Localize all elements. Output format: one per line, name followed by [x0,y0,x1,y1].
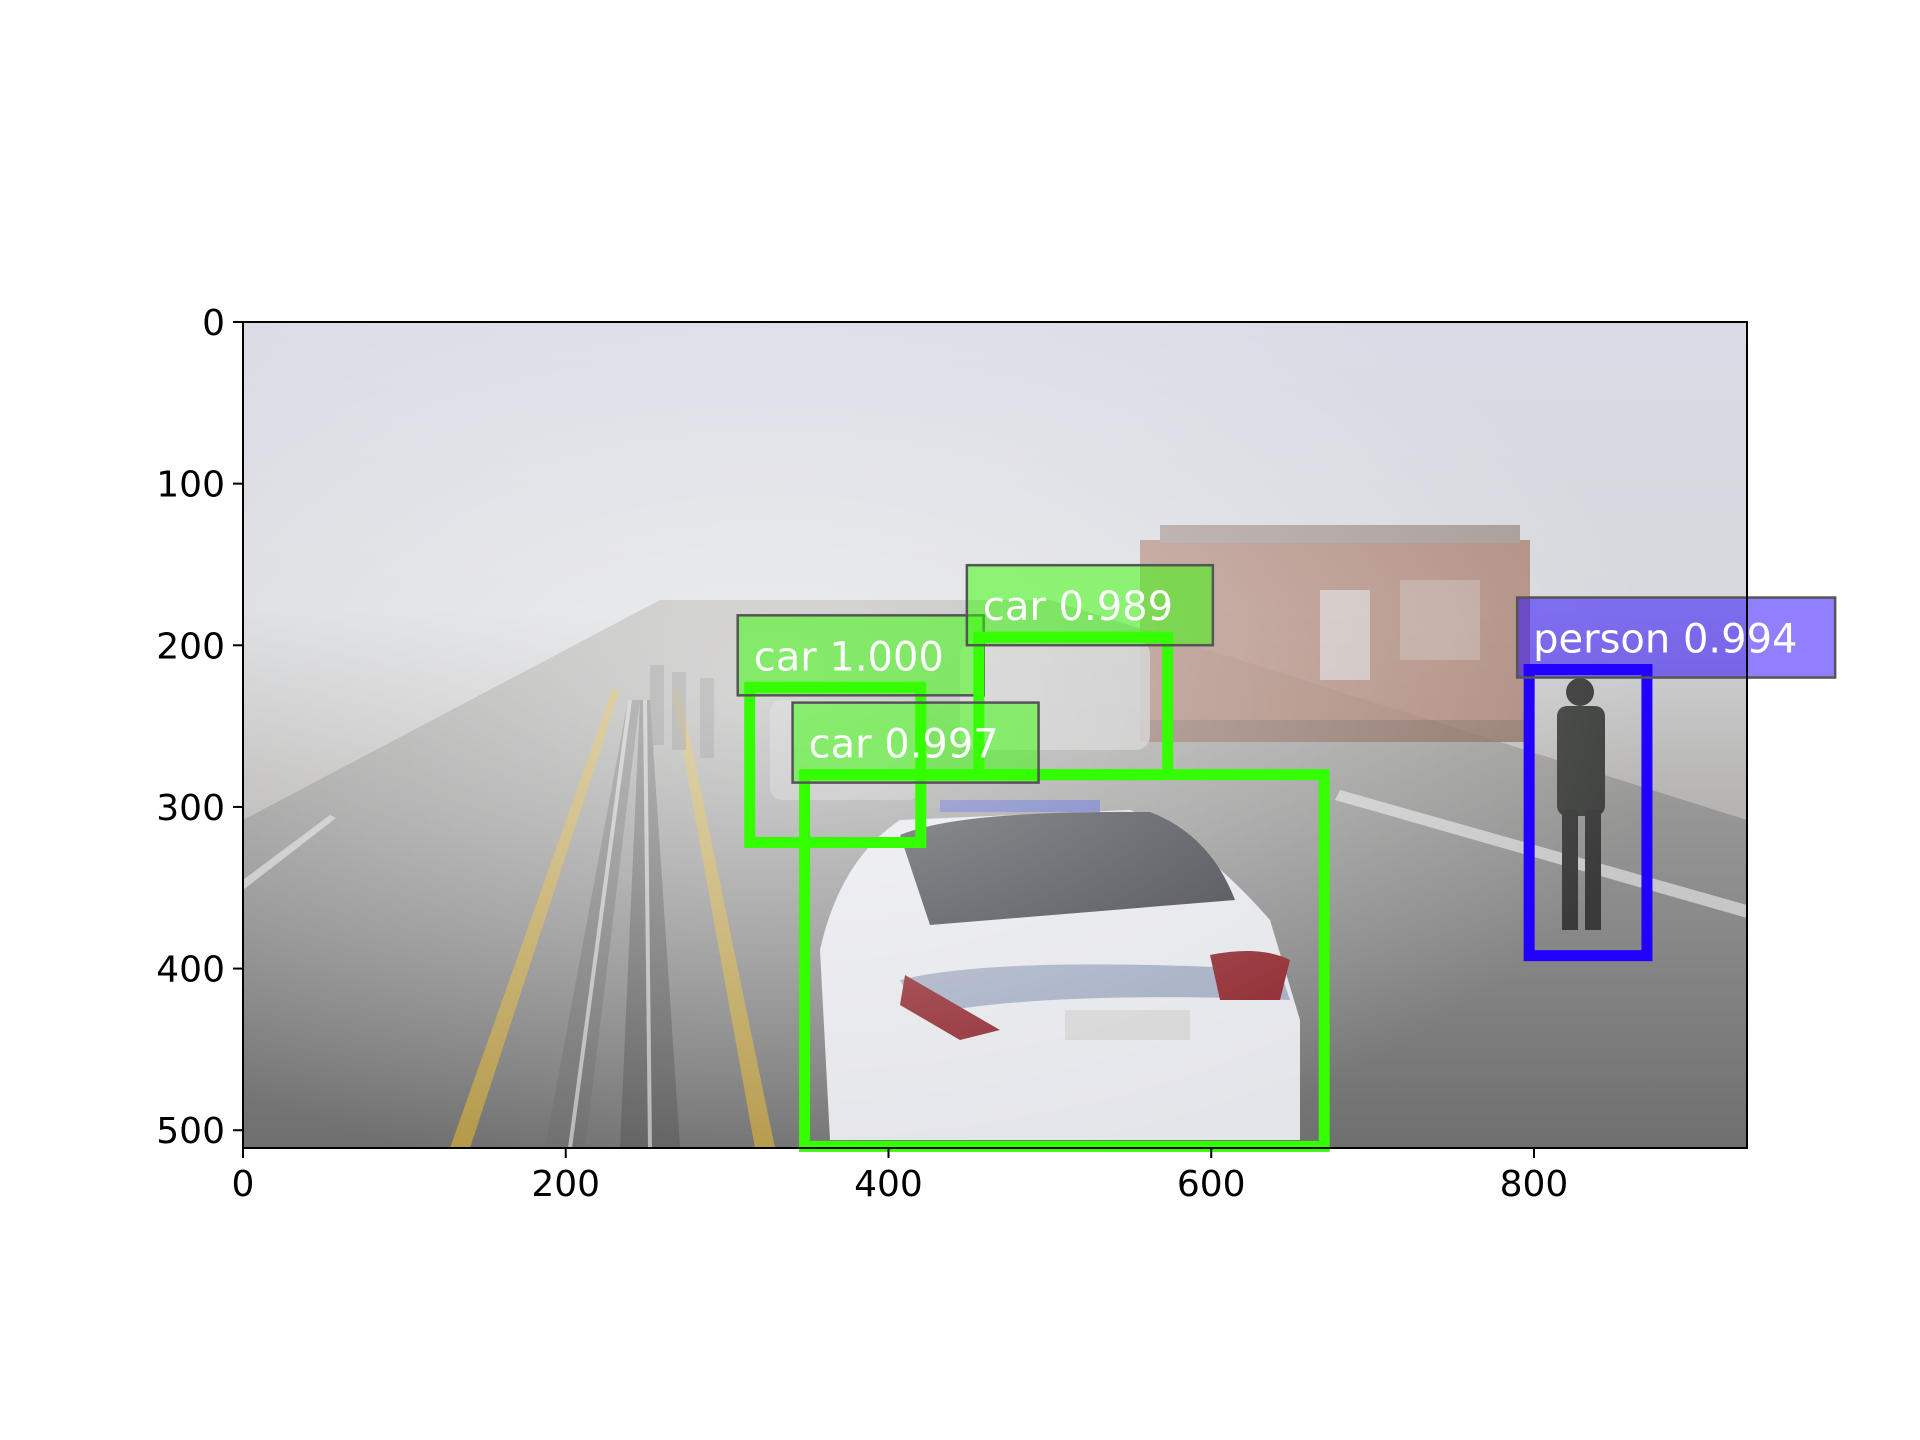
y-tick-label: 200 [156,626,225,667]
y-tick-label: 500 [156,1111,225,1152]
detection-layer: car 1.000 car 0.989 car 0.997 person 0.994 [736,563,1837,1152]
car-label-background [791,701,1040,784]
x-tick-label: 600 [1177,1164,1246,1205]
y-tick-label: 400 [156,950,225,991]
car-bounding-box [799,769,1330,1152]
car-detection-label: car 0.989 [983,584,1173,630]
x-axis: 0 200 400 600 800 [232,1148,1569,1205]
y-axis: 0 100 200 300 400 500 [156,303,243,1152]
car-detection-label: car 1.000 [754,634,944,680]
person-label-background [1515,596,1837,679]
car-detection-label: car 0.997 [809,722,999,768]
y-tick-label: 100 [156,465,225,506]
x-tick-label: 400 [854,1164,923,1205]
person-detection-label: person 0.994 [1533,617,1797,663]
y-tick-label: 300 [156,788,225,829]
car-label-background [965,563,1215,647]
x-tick-label: 200 [531,1164,600,1205]
y-tick-label: 0 [202,303,225,344]
plot-frame [242,321,1748,1149]
x-tick-label: 0 [232,1164,255,1205]
x-tick-label: 800 [1500,1164,1569,1205]
